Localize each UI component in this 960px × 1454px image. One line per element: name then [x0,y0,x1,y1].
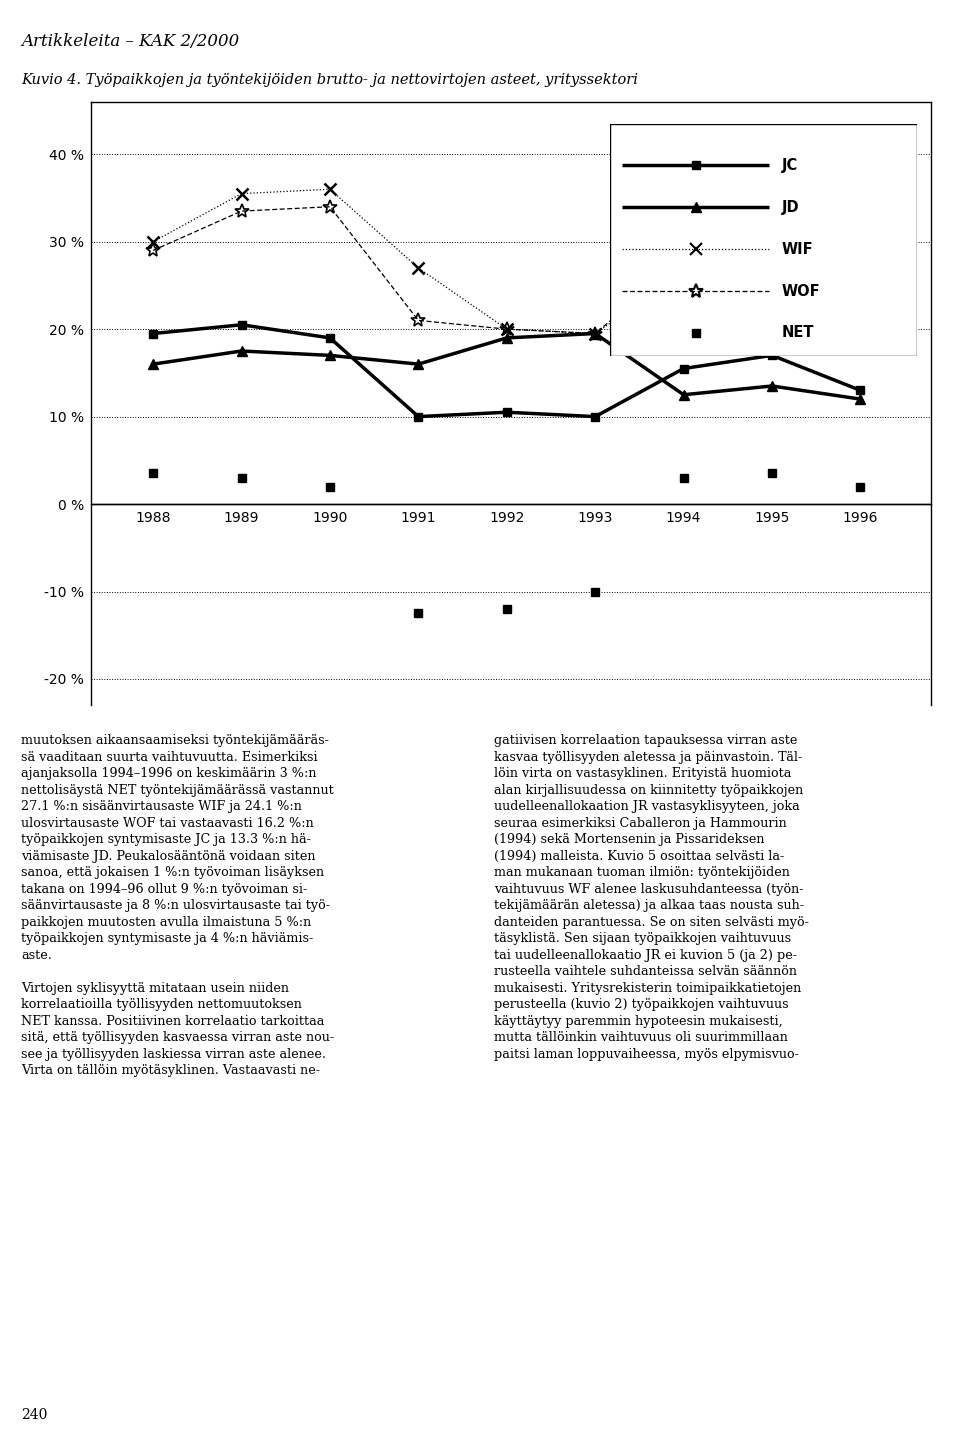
JD [147,355,158,372]
NET [501,601,513,618]
WIF [501,320,513,337]
JC [854,381,866,398]
Line: NET: NET [149,470,865,618]
NET [678,470,689,487]
Line: JD: JD [148,329,865,404]
JD [766,377,778,394]
WOF [324,198,336,215]
JD [324,346,336,364]
WIF [854,272,866,289]
WIF [766,250,778,268]
JD [236,342,248,359]
WOF [854,263,866,281]
JC [236,316,248,333]
NET [324,478,336,496]
NET [854,478,866,496]
WOF [678,250,689,268]
WOF [766,228,778,246]
WOF [589,324,601,342]
Line: JC: JC [149,321,865,420]
NET [236,470,248,487]
NET [589,583,601,601]
JC [413,409,424,426]
Line: WIF: WIF [147,183,867,340]
WOF [236,202,248,220]
Text: JC: JC [781,158,798,173]
WIF [589,324,601,342]
JC [147,324,158,342]
WIF [236,185,248,202]
Text: 240: 240 [21,1407,47,1422]
JC [678,359,689,377]
Line: WOF: WOF [146,199,868,340]
Text: muutoksen aikaansaamiseksi työntekijämääräs-
sä vaaditaan suurta vaihtuvuutta. E: muutoksen aikaansaamiseksi työntekijämää… [21,734,334,1077]
JD [413,355,424,372]
JC [766,346,778,364]
JD [854,390,866,407]
WIF [324,180,336,198]
WIF [678,263,689,281]
WIF [147,233,158,250]
JD [678,385,689,403]
Text: Kuvio 4. Työpaikkojen ja työntekijöiden brutto- ja nettovirtojen asteet, yrityss: Kuvio 4. Työpaikkojen ja työntekijöiden … [21,73,638,87]
Text: WIF: WIF [781,241,813,257]
Text: NET: NET [781,326,814,340]
NET [147,465,158,483]
JD [501,329,513,346]
Text: WOF: WOF [781,284,820,298]
JC [501,404,513,422]
WOF [501,320,513,337]
Text: gatiivisen korrelaation tapauksessa virran aste
kasvaa työllisyyden aletessa ja : gatiivisen korrelaation tapauksessa virr… [494,734,809,1061]
WIF [413,259,424,276]
WOF [147,241,158,259]
JC [324,329,336,346]
NET [766,465,778,483]
NET [413,605,424,622]
Text: JD: JD [781,199,800,215]
Text: Artikkeleita – KAK 2/2000: Artikkeleita – KAK 2/2000 [21,33,239,51]
JC [589,409,601,426]
JD [589,324,601,342]
WOF [413,311,424,329]
